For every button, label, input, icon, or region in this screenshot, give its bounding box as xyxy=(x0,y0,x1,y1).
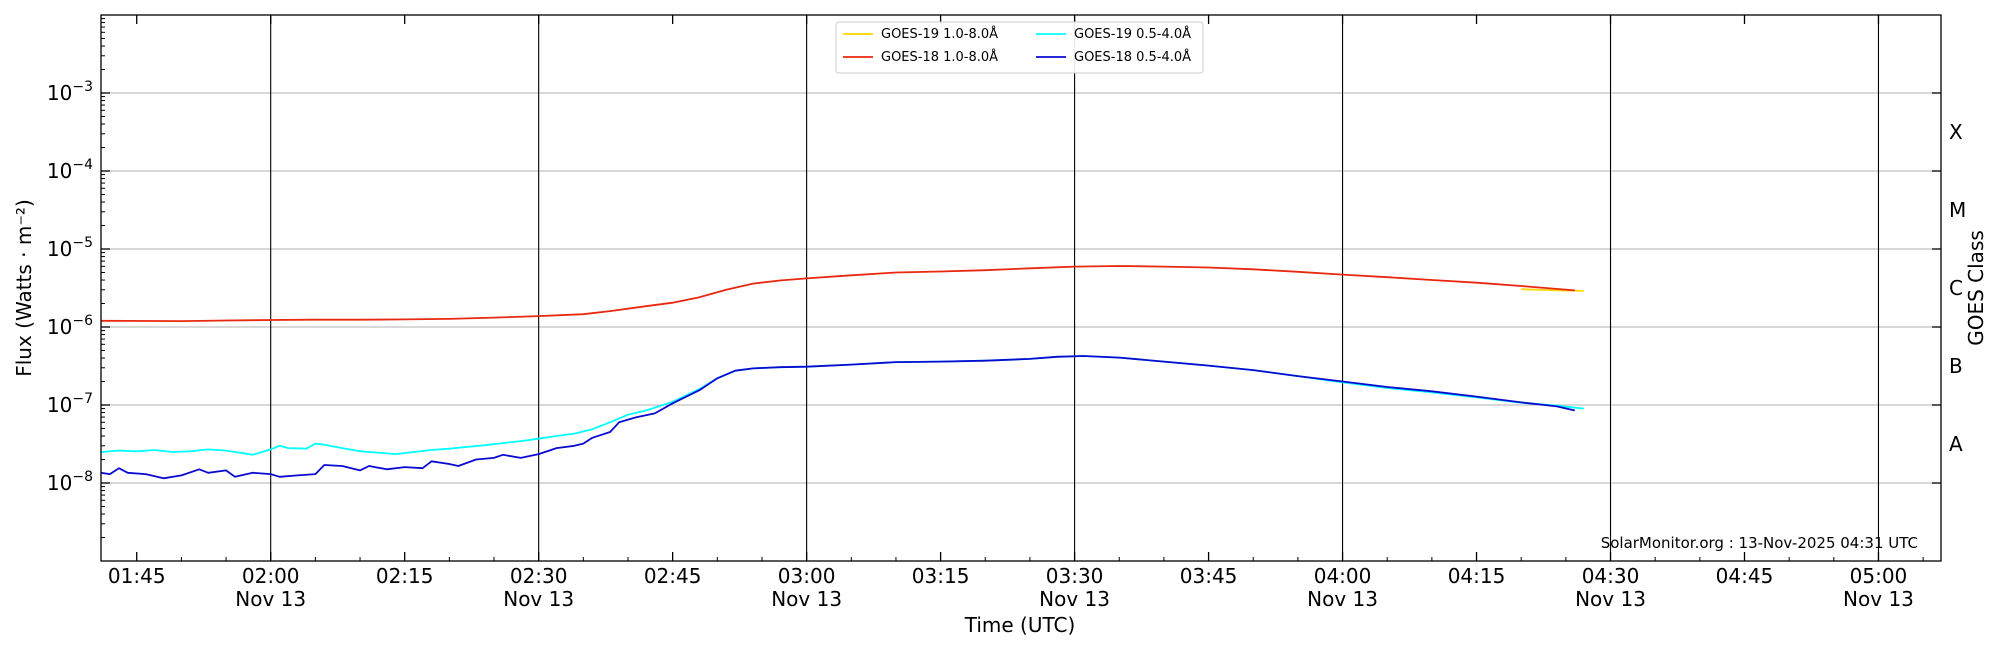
goes-class-b: B xyxy=(1949,354,1963,378)
x-tick-label: 02:00 xyxy=(242,564,300,588)
legend-label: GOES-18 0.5-4.0Å xyxy=(1074,49,1191,65)
x-tick-label: 01:45 xyxy=(108,564,166,588)
x-tick-label: 02:45 xyxy=(644,564,702,588)
goes-class-x: X xyxy=(1949,120,1963,144)
y-tick-label: 10−3 xyxy=(47,79,93,105)
series-lines xyxy=(100,265,1584,480)
x-tick-date-label: Nov 13 xyxy=(1039,587,1110,611)
legend-label: GOES-18 1.0-8.0Å xyxy=(881,49,998,65)
goes-class-a: A xyxy=(1949,432,1963,456)
x-tick-date-label: Nov 13 xyxy=(771,587,842,611)
x-tick-label: 04:30 xyxy=(1582,564,1640,588)
x-axis-label: Time (UTC) xyxy=(964,613,1076,637)
x-tick-date-label: Nov 13 xyxy=(1575,587,1646,611)
x-tick-label: 03:00 xyxy=(778,564,836,588)
x-tick-date-label: Nov 13 xyxy=(1843,587,1914,611)
grid xyxy=(101,15,1941,561)
goes-class-m: M xyxy=(1949,198,1966,222)
y-tick-label: 10−5 xyxy=(47,235,93,261)
plot-frame xyxy=(100,14,1942,562)
x-tick-label: 03:30 xyxy=(1046,564,1104,588)
series-line-3 xyxy=(100,355,1576,480)
goes-class-axis-label: GOES Class xyxy=(1964,230,1988,346)
x-tick-date-label: Nov 13 xyxy=(235,587,306,611)
y-tick-label: 10−7 xyxy=(47,391,93,417)
x-tick-date-label: Nov 13 xyxy=(503,587,574,611)
goes-class-labels: A B C M X xyxy=(1949,120,1966,456)
legend-box xyxy=(835,21,1204,74)
x-tick-label: 04:45 xyxy=(1716,564,1774,588)
legend: GOES-19 1.0-8.0Å GOES-18 1.0-8.0Å GOES-19 … xyxy=(835,21,1204,74)
legend-label: GOES-19 0.5-4.0Å xyxy=(1074,26,1191,42)
y-tick-label: 10−6 xyxy=(47,313,93,339)
credit-text: SolarMonitor.org : 13-Nov-2025 04:31 UTC xyxy=(1601,534,1918,552)
x-tick-date-label: Nov 13 xyxy=(1307,587,1378,611)
goes-class-c: C xyxy=(1949,276,1963,300)
y-tick-label: 10−4 xyxy=(47,157,93,183)
x-tick-label: 03:45 xyxy=(1180,564,1238,588)
x-tick-label: 04:15 xyxy=(1448,564,1506,588)
x-tick-label: 03:15 xyxy=(912,564,970,588)
legend-label: GOES-19 1.0-8.0Å xyxy=(881,26,998,42)
x-tick-label: 02:15 xyxy=(376,564,434,588)
x-tick-label: 02:30 xyxy=(510,564,568,588)
y-axis-label: Flux (Watts · m⁻²) xyxy=(12,199,36,377)
x-tick-label: 05:00 xyxy=(1850,564,1908,588)
x-tick-label: 04:00 xyxy=(1314,564,1372,588)
y-tick-label: 10−8 xyxy=(47,469,93,495)
series-line-1 xyxy=(100,265,1575,322)
